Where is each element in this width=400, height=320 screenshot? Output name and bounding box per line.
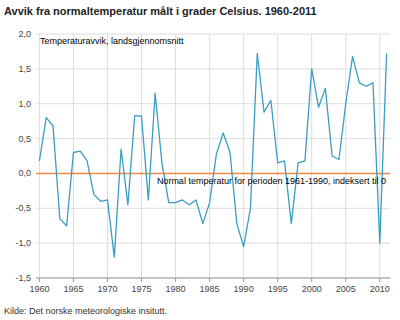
x-tick-label: 1970 bbox=[97, 284, 117, 294]
grid-line bbox=[345, 34, 346, 278]
x-tick bbox=[345, 278, 346, 282]
chart: Avvik fra normaltemperatur målt i grader… bbox=[0, 0, 400, 320]
x-tick-label: 1990 bbox=[234, 284, 254, 294]
x-tick-label: 1960 bbox=[29, 284, 49, 294]
x-tick bbox=[311, 278, 312, 282]
reference-label: Normal temperatur for perioden 1961-1990… bbox=[157, 176, 386, 186]
x-tick-label: 1980 bbox=[166, 284, 186, 294]
grid-line bbox=[36, 103, 390, 104]
y-tick-label: 2,0 bbox=[18, 29, 31, 39]
grid-line bbox=[209, 34, 210, 278]
x-tick-label: 1965 bbox=[63, 284, 83, 294]
x-tick-label: 1985 bbox=[200, 284, 220, 294]
x-tick-label: 2005 bbox=[336, 284, 356, 294]
y-tick-label: 1,0 bbox=[18, 99, 31, 109]
x-tick-label: 1975 bbox=[132, 284, 152, 294]
x-axis bbox=[36, 278, 390, 279]
x-tick bbox=[175, 278, 176, 282]
data-line bbox=[39, 54, 386, 258]
x-tick bbox=[107, 278, 108, 282]
y-tick-label: 1,5 bbox=[18, 64, 31, 74]
y-tick-label: -1,5 bbox=[15, 273, 31, 283]
x-tick bbox=[243, 278, 244, 282]
grid-line bbox=[36, 278, 390, 279]
line-label: Temperaturavvik, landsgjennomsnitt bbox=[40, 36, 184, 46]
grid-line bbox=[107, 34, 108, 278]
x-tick bbox=[141, 278, 142, 282]
source: Kilde: Det norske meteorologiske insitut… bbox=[4, 306, 167, 316]
x-tick-label: 2000 bbox=[302, 284, 322, 294]
grid-line bbox=[36, 208, 390, 209]
grid-line bbox=[36, 243, 390, 244]
x-tick bbox=[209, 278, 210, 282]
x-tick bbox=[277, 278, 278, 282]
x-tick bbox=[73, 278, 74, 282]
grid bbox=[36, 34, 390, 278]
grid-line bbox=[141, 34, 142, 278]
background bbox=[0, 0, 400, 320]
x-tick-label: 1995 bbox=[268, 284, 288, 294]
x-tick bbox=[39, 278, 40, 282]
y-tick-label: 0,5 bbox=[18, 134, 31, 144]
x-tick bbox=[379, 278, 380, 282]
plot-area bbox=[36, 54, 390, 258]
grid-line bbox=[36, 138, 390, 139]
title: Avvik fra normaltemperatur målt i grader… bbox=[4, 5, 317, 17]
y-tick-label: -1,0 bbox=[15, 238, 31, 248]
grid-line bbox=[36, 68, 390, 69]
grid-line bbox=[36, 34, 390, 35]
y-tick-label: 0,0 bbox=[18, 168, 31, 178]
grid-line bbox=[175, 34, 176, 278]
y-tick-label: -0,5 bbox=[15, 203, 31, 213]
x-tick-label: 2010 bbox=[370, 284, 390, 294]
